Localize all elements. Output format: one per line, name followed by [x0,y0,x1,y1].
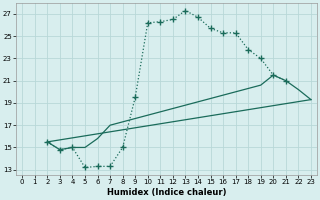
X-axis label: Humidex (Indice chaleur): Humidex (Indice chaleur) [107,188,226,197]
